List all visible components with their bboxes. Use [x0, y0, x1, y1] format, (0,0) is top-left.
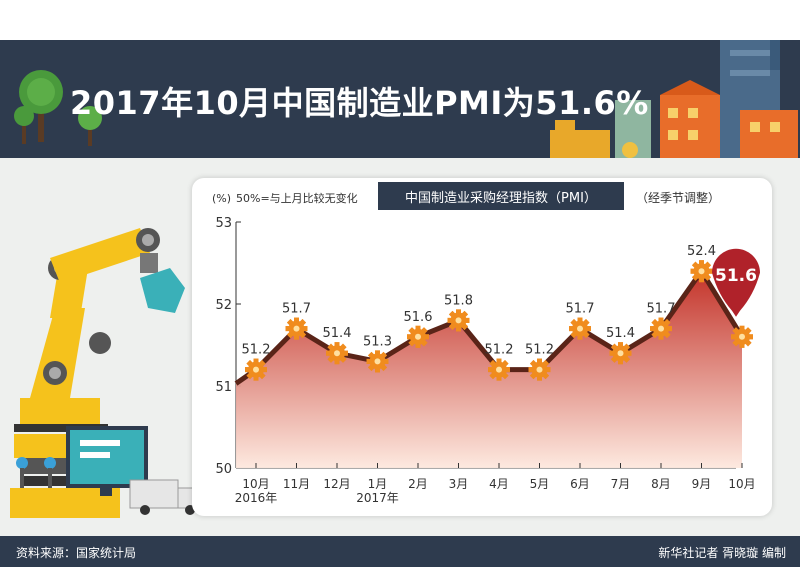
- year-label: 2017年: [356, 491, 399, 505]
- gear-marker-icon: [407, 325, 429, 348]
- chart-subtitle: （经季节调整）: [636, 190, 720, 205]
- x-tick-label: 10月: [728, 477, 755, 491]
- tree-icon: [78, 106, 102, 146]
- x-tick-label: 10月: [242, 477, 269, 491]
- credit-text: 新华社记者 胥晓璇 编制: [658, 546, 786, 560]
- source-text: 资料来源：国家统计局: [16, 546, 137, 560]
- chart-title: 中国制造业采购经理指数（PMI）: [405, 190, 597, 206]
- x-tick-label: 2月: [408, 477, 428, 491]
- footer-bar: 资料来源：国家统计局 新华社记者 胥晓璇 编制: [0, 536, 800, 567]
- data-label: 51.7: [566, 302, 595, 317]
- x-tick-label: 1月: [368, 477, 388, 491]
- x-tick-label: 12月: [323, 477, 350, 491]
- data-label: 51.4: [323, 326, 352, 341]
- data-label: 52.4: [687, 244, 716, 259]
- gear-marker-icon: [528, 358, 551, 381]
- gear-marker-icon: [447, 309, 470, 332]
- data-label: 51.7: [282, 302, 311, 317]
- factory-icon: [550, 40, 798, 158]
- highlight-label: 51.6: [715, 266, 757, 286]
- x-tick-label: 3月: [449, 477, 469, 491]
- gear-marker-icon: [569, 317, 591, 340]
- chart-card: 中国制造业采购经理指数（PMI） （经季节调整） (%) 50%=与上月比较无变…: [192, 178, 772, 516]
- tree-icon: [14, 106, 34, 144]
- data-label: 51.6: [404, 310, 433, 325]
- x-tick-label: 5月: [530, 477, 550, 491]
- x-tick-label: 6月: [570, 477, 590, 491]
- y-tick-label: 52: [215, 298, 232, 313]
- data-label: 51.8: [444, 293, 473, 308]
- robot-arm-illustration: [10, 228, 203, 518]
- page-title: 2017年10月中国制造业PMI为51.6%: [70, 84, 649, 122]
- gear-marker-icon: [731, 325, 753, 348]
- gear-marker-icon: [690, 260, 713, 283]
- y-tick-label: 51: [215, 380, 232, 395]
- y-tick-label: 50: [215, 462, 232, 477]
- header-banner: [0, 40, 800, 158]
- highlight-pin: [712, 248, 760, 317]
- x-tick-label: 4月: [489, 477, 509, 491]
- chart-note: 50%=与上月比较无变化: [236, 191, 358, 205]
- computer-icon: [16, 426, 148, 496]
- data-label: 51.3: [363, 334, 392, 349]
- x-tick-label: 7月: [611, 477, 631, 491]
- data-label: 51.4: [606, 326, 635, 341]
- x-tick-label: 9月: [692, 477, 712, 491]
- x-tick-label: 11月: [283, 477, 310, 491]
- top-background: [0, 0, 800, 40]
- y-tick-label: 53: [215, 216, 232, 231]
- chart-title-box: [378, 182, 624, 210]
- gear-marker-icon: [366, 350, 389, 373]
- gear-marker-icon: [285, 317, 308, 340]
- gear-marker-icon: [650, 317, 672, 340]
- data-label: 51.2: [525, 343, 554, 358]
- x-tick-label: 8月: [651, 477, 671, 491]
- header-illustration: [14, 40, 798, 158]
- tree-icon: [19, 70, 63, 142]
- gear-marker-icon: [609, 342, 632, 365]
- gear-marker-icon: [326, 342, 348, 365]
- data-label: 51.7: [647, 302, 676, 317]
- gear-marker-icon: [488, 358, 510, 381]
- data-label: 51.2: [242, 343, 271, 358]
- gear-marker-icon: [245, 358, 267, 381]
- unit-label: (%): [212, 192, 231, 205]
- data-label: 51.2: [485, 343, 514, 358]
- year-label: 2016年: [235, 491, 278, 505]
- pmi-chart: 中国制造业采购经理指数（PMI） （经季节调整） (%) 50%=与上月比较无变…: [212, 182, 760, 505]
